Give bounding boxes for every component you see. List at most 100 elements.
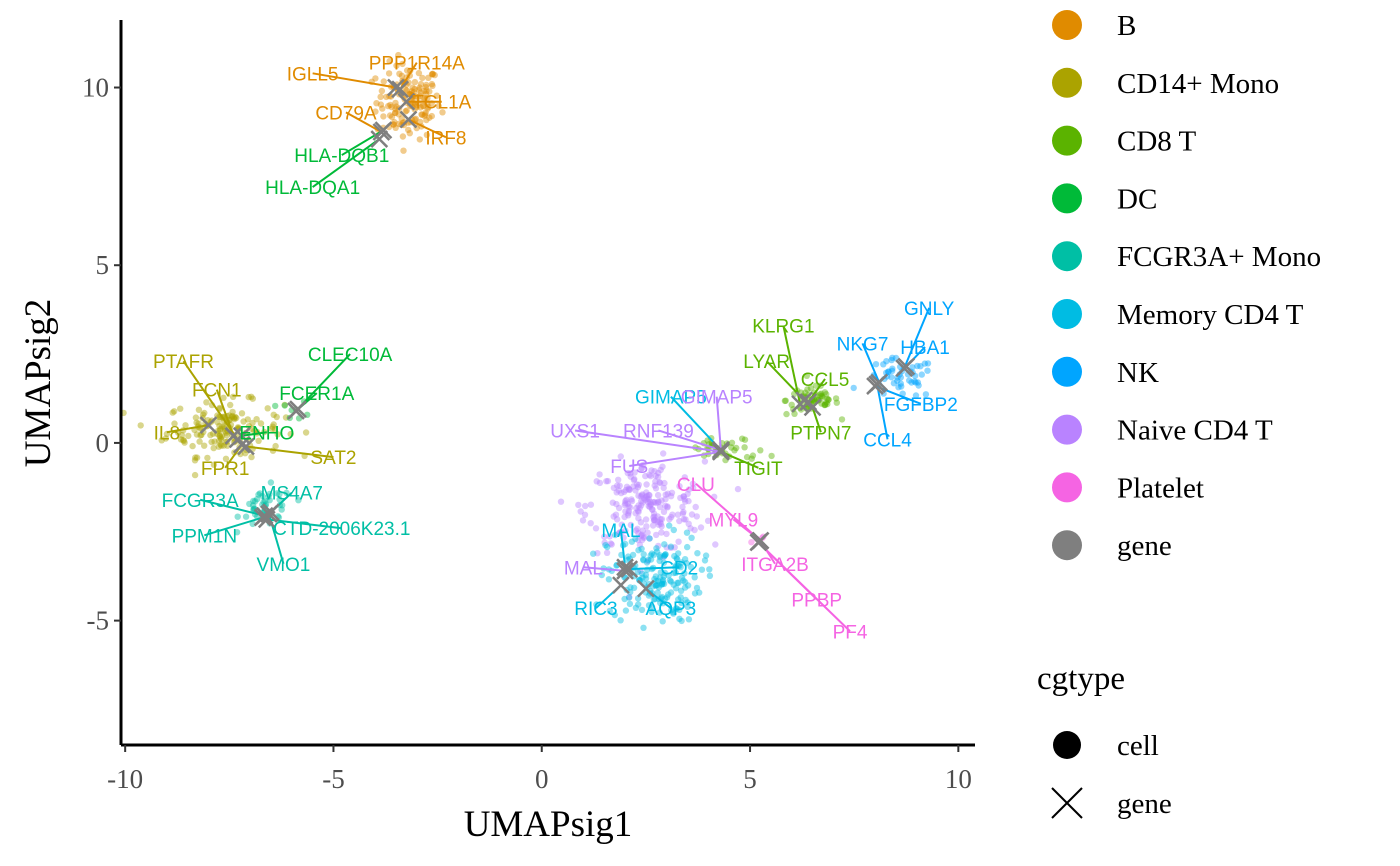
cell-point: [416, 84, 423, 91]
cell-point: [741, 444, 748, 451]
cell-point: [883, 369, 890, 376]
cell-point: [579, 517, 587, 524]
cell-point: [665, 591, 672, 598]
cell-point: [821, 401, 829, 408]
cell-point: [664, 504, 671, 511]
cell-point: [158, 437, 165, 444]
cell-point: [889, 354, 896, 361]
cell-point: [220, 442, 227, 449]
cell-point: [642, 496, 649, 504]
cell-point: [610, 484, 618, 492]
cell-point: [681, 584, 689, 591]
cell-point: [421, 112, 428, 120]
cell-point: [654, 513, 661, 520]
cell-point: [283, 489, 290, 496]
cell-point: [885, 368, 892, 375]
gene-label: HLA-DQA1: [265, 178, 360, 199]
cell-point: [421, 95, 428, 102]
cell-point: [217, 435, 225, 443]
cell-point: [378, 87, 386, 95]
cell-point: [266, 497, 273, 504]
cell-point: [612, 511, 620, 518]
gene-marker: [616, 558, 634, 577]
cell-point: [627, 521, 635, 529]
cell-point: [783, 410, 790, 418]
gene-label-segment: [199, 498, 265, 517]
cell-point: [666, 516, 673, 523]
cell-point: [601, 533, 608, 540]
cell-point: [256, 490, 264, 497]
cell-point: [670, 610, 677, 617]
cell-point: [662, 502, 669, 510]
cell-point: [392, 109, 399, 117]
cell-point: [825, 396, 832, 403]
cell-point: [640, 551, 647, 558]
gene-label: TIGIT: [734, 459, 783, 480]
gene-label: PPBP: [791, 590, 842, 611]
cell-point: [587, 501, 595, 508]
cell-point: [674, 556, 681, 563]
cell-point: [622, 497, 629, 505]
cell-point: [676, 615, 683, 622]
cell-point: [245, 393, 252, 401]
cell-point: [685, 616, 693, 623]
cell-point: [429, 70, 436, 78]
cell-point: [281, 401, 288, 409]
cell-point: [259, 492, 266, 500]
cell-point: [625, 512, 632, 519]
gene-marker: [711, 441, 730, 459]
cell-point: [372, 75, 379, 82]
cell-point: [403, 87, 410, 94]
cell-point: [421, 87, 428, 95]
cell-point: [646, 535, 653, 542]
cell-point: [426, 114, 433, 121]
cell-point: [628, 496, 635, 503]
cell-point: [653, 548, 661, 555]
cell-point: [702, 552, 710, 559]
cell-point: [654, 589, 661, 596]
cell-point: [253, 495, 261, 503]
cell-point: [626, 593, 633, 601]
cell-point: [424, 95, 431, 102]
cell-point: [642, 493, 649, 501]
cell-point: [897, 374, 904, 381]
cell-point: [673, 605, 680, 612]
gene-label: CD2: [660, 558, 698, 579]
cell-point: [270, 421, 277, 428]
y-tick-label: 10: [82, 73, 109, 103]
cell-point: [628, 538, 636, 545]
cell-point: [684, 582, 692, 589]
cell-point: [229, 412, 236, 420]
cell-point: [398, 115, 405, 122]
cell-point: [387, 101, 394, 109]
cell-point: [604, 543, 611, 551]
cell-point: [608, 541, 615, 548]
gene-marker-stroke: [260, 505, 278, 523]
cell-point: [627, 588, 634, 596]
cell-point: [196, 438, 203, 445]
gene-marker: [803, 398, 822, 417]
cell-point: [191, 457, 199, 464]
cell-point: [639, 570, 646, 577]
gene-label-segment: [811, 407, 822, 433]
cell-point: [414, 94, 422, 101]
cell-point: [229, 393, 237, 400]
cell-point: [417, 89, 424, 97]
cell-point: [603, 478, 610, 485]
cell-point: [218, 433, 226, 440]
cell-point: [403, 107, 410, 114]
cell-point: [386, 58, 393, 65]
cell-point: [180, 437, 188, 444]
gene-label-segment: [345, 111, 382, 133]
cell-point: [622, 486, 629, 494]
cell-point: [676, 483, 683, 490]
cell-point: [678, 617, 685, 625]
cell-point: [408, 88, 415, 95]
cell-point: [658, 516, 666, 523]
cell-point: [613, 489, 620, 496]
cell-point: [622, 500, 629, 507]
cell-point: [423, 131, 431, 139]
cell-point: [215, 437, 223, 445]
cell-point: [274, 431, 281, 438]
